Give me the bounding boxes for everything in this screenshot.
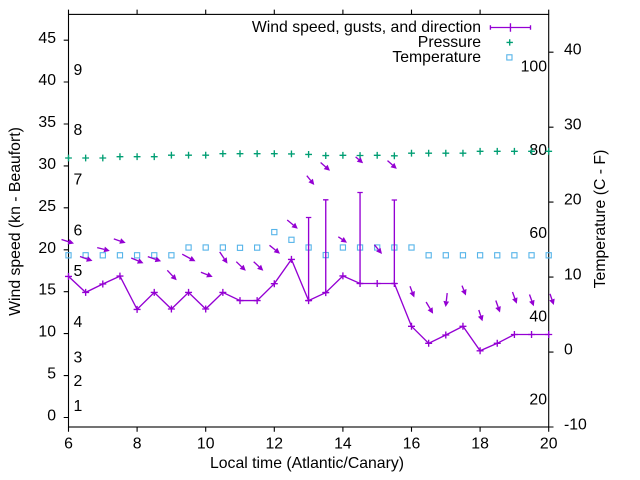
svg-text:0: 0 (564, 342, 573, 359)
svg-text:40: 40 (564, 42, 582, 59)
svg-text:20: 20 (564, 192, 582, 209)
svg-text:7: 7 (74, 172, 83, 189)
svg-text:14: 14 (334, 435, 352, 452)
svg-text:Wind speed (kn - Beaufort): Wind speed (kn - Beaufort) (7, 127, 24, 316)
svg-text:30: 30 (564, 117, 582, 134)
svg-text:Temperature (C - F): Temperature (C - F) (592, 150, 609, 289)
svg-text:6: 6 (74, 223, 83, 240)
svg-text:10: 10 (564, 267, 582, 284)
svg-text:60: 60 (529, 225, 547, 242)
svg-text:4: 4 (74, 314, 83, 331)
svg-text:8: 8 (133, 435, 142, 452)
svg-text:Pressure: Pressure (418, 34, 481, 51)
svg-text:80: 80 (529, 142, 547, 159)
svg-text:Local time (Atlantic/Canary): Local time (Atlantic/Canary) (210, 455, 404, 472)
svg-text:5: 5 (74, 263, 83, 280)
svg-text:0: 0 (47, 408, 56, 425)
svg-text:18: 18 (471, 435, 489, 452)
svg-text:20: 20 (38, 240, 56, 257)
svg-text:10: 10 (197, 435, 215, 452)
svg-text:45: 45 (38, 30, 56, 47)
svg-text:20: 20 (540, 435, 558, 452)
svg-text:30: 30 (38, 156, 56, 173)
svg-text:16: 16 (403, 435, 421, 452)
svg-text:40: 40 (529, 309, 547, 326)
svg-text:35: 35 (38, 114, 56, 131)
svg-text:15: 15 (38, 282, 56, 299)
svg-text:40: 40 (38, 72, 56, 89)
svg-text:Wind speed, gusts, and directi: Wind speed, gusts, and direction (252, 19, 481, 36)
svg-text:100: 100 (521, 59, 548, 76)
svg-text:20: 20 (529, 391, 547, 408)
svg-text:Temperature: Temperature (392, 49, 481, 66)
svg-text:2: 2 (74, 373, 83, 390)
svg-text:6: 6 (64, 435, 73, 452)
svg-text:25: 25 (38, 198, 56, 215)
svg-text:8: 8 (74, 122, 83, 139)
svg-text:10: 10 (38, 324, 56, 341)
svg-text:3: 3 (74, 349, 83, 366)
svg-text:1: 1 (74, 398, 83, 415)
svg-text:5: 5 (47, 366, 56, 383)
svg-text:9: 9 (74, 62, 83, 79)
svg-text:12: 12 (266, 435, 284, 452)
svg-text:-10: -10 (564, 416, 587, 433)
